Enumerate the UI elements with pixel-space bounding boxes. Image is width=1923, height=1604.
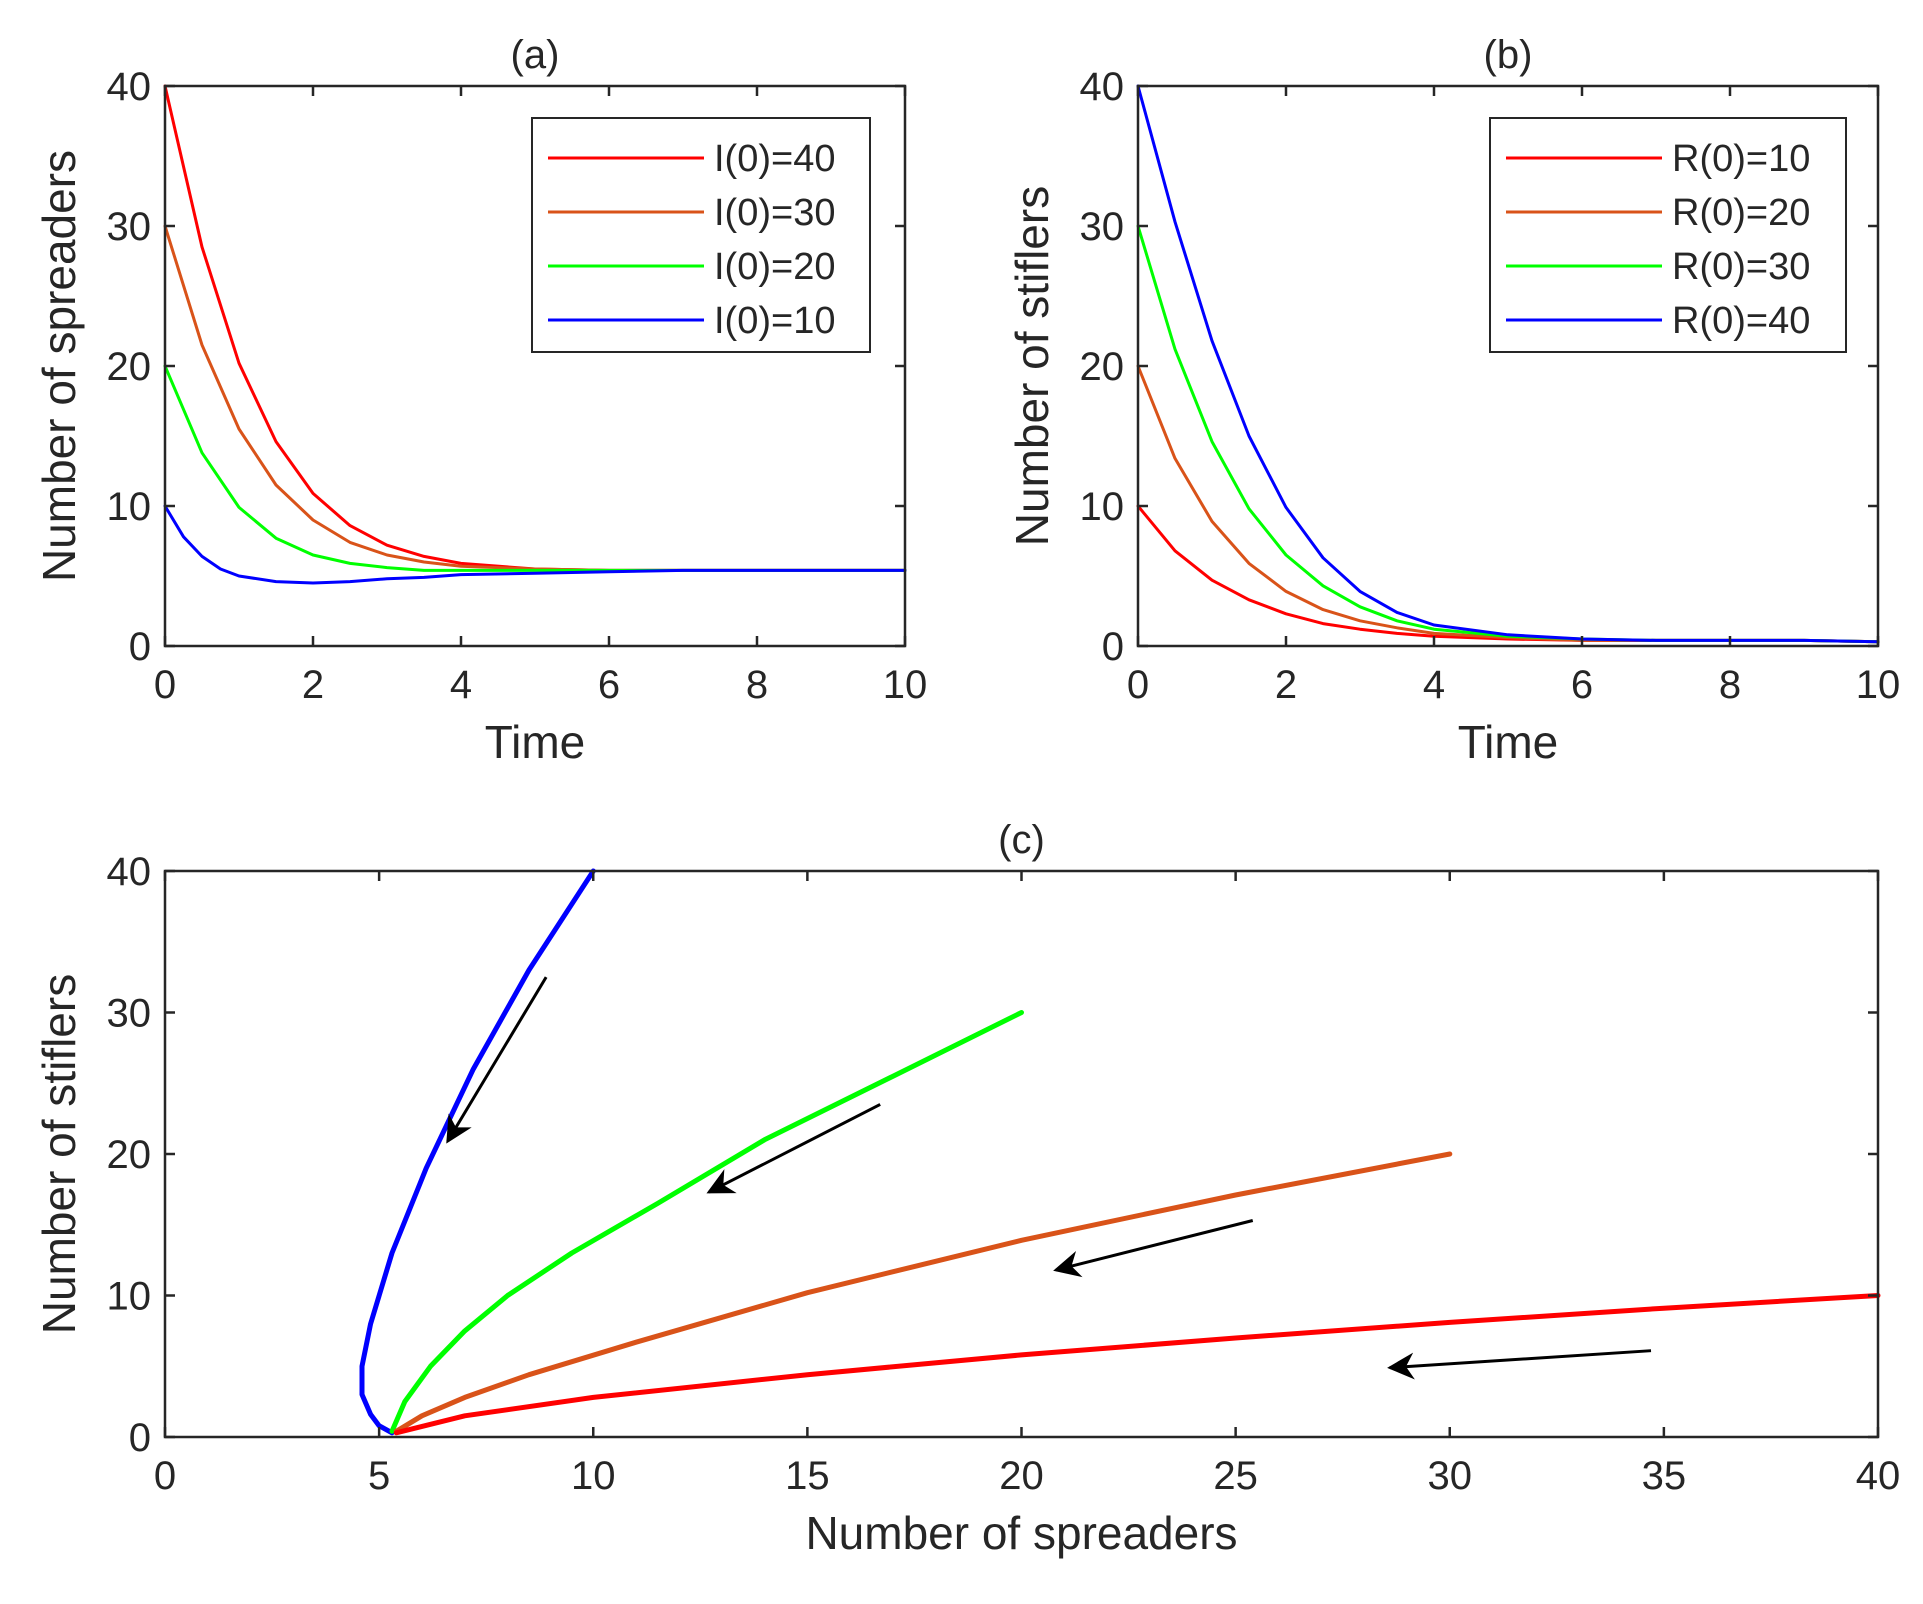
legend-entry-label: I(0)=40 (714, 138, 835, 180)
x-axis-label-a: Time (485, 716, 586, 768)
x-tick-label: 0 (154, 663, 176, 707)
y-tick-label: 0 (129, 625, 151, 669)
x-tick-label: 8 (746, 663, 768, 707)
direction-arrow-1 (706, 1103, 881, 1194)
series-line-c-0 (359, 868, 596, 1436)
series-line-b-3 (1136, 84, 1880, 644)
series-line-c-3 (393, 1293, 1881, 1436)
x-axis-label-c: Number of spreaders (805, 1507, 1237, 1559)
y-axis-label-b: Number of stiflers (1006, 186, 1058, 546)
y-tick-label: 20 (107, 345, 152, 389)
direction-arrow-0 (446, 976, 548, 1144)
x-tick-label: 0 (154, 1454, 176, 1498)
legend-entry-label: R(0)=10 (1672, 138, 1810, 180)
series-line-a-3 (163, 504, 907, 585)
series-line-c-2 (393, 1151, 1453, 1434)
y-tick-label: 20 (1080, 345, 1125, 389)
y-tick-label: 30 (107, 205, 152, 249)
panel-title-c: (c) (998, 818, 1045, 862)
x-axis-label-b: Time (1458, 716, 1559, 768)
y-tick-label: 30 (107, 992, 152, 1036)
series-line-b-0 (1136, 504, 1880, 644)
legend-entry-label: R(0)=30 (1672, 246, 1810, 288)
x-tick-label: 5 (368, 1454, 390, 1498)
x-tick-label: 4 (1423, 663, 1445, 707)
y-tick-label: 10 (107, 1275, 152, 1319)
x-tick-label: 4 (450, 663, 472, 707)
direction-arrow-2 (1053, 1219, 1254, 1278)
panel-title-a: (a) (511, 33, 560, 77)
legend-entry-label: R(0)=20 (1672, 192, 1810, 234)
panel-c: (c) 0 5 10 15 20 25 30 35 40 0 10 20 30 40 Number of sp… (33, 818, 1900, 1559)
legend-b: R(0)=10 R(0)=20 R(0)=30 R(0)=40 (1489, 117, 1847, 353)
x-tick-label: 2 (1275, 663, 1297, 707)
legend-a: I(0)=40 I(0)=30 I(0)=20 I(0)=10 (531, 117, 871, 353)
x-tick-label: 6 (1571, 663, 1593, 707)
x-tick-label: 30 (1428, 1454, 1473, 1498)
y-tick-label: 40 (1080, 65, 1125, 109)
y-tick-label: 0 (1102, 625, 1124, 669)
x-tick-label: 10 (1856, 663, 1901, 707)
y-tick-label: 30 (1080, 205, 1125, 249)
panel-title-b: (b) (1484, 33, 1533, 77)
x-tick-label: 6 (598, 663, 620, 707)
x-tick-label: 20 (999, 1454, 1044, 1498)
y-axis-label-a: Number of spreaders (33, 150, 85, 582)
y-tick-label: 20 (107, 1133, 152, 1177)
legend-entry-label: I(0)=10 (714, 300, 835, 342)
x-tick-label: 10 (571, 1454, 616, 1498)
y-tick-label: 10 (107, 485, 152, 529)
x-tick-label: 2 (302, 663, 324, 707)
panel-a: (a) 0 2 4 6 8 10 0 10 20 30 40 Time Number of spreade… (33, 33, 927, 768)
legend-entry-label: R(0)=40 (1672, 300, 1810, 342)
x-tick-label: 40 (1856, 1454, 1901, 1498)
x-tick-label: 0 (1127, 663, 1149, 707)
x-tick-label: 25 (1213, 1454, 1258, 1498)
y-tick-label: 40 (107, 850, 152, 894)
direction-arrow-3 (1387, 1349, 1652, 1380)
y-tick-label: 40 (107, 65, 152, 109)
series-line-a-2 (163, 364, 907, 572)
x-tick-label: 10 (883, 663, 928, 707)
y-tick-label: 10 (1080, 485, 1125, 529)
legend-entry-label: I(0)=30 (714, 192, 835, 234)
legend-entry-label: I(0)=20 (714, 246, 835, 288)
x-tick-label: 15 (785, 1454, 830, 1498)
x-tick-label: 8 (1719, 663, 1741, 707)
y-tick-label: 0 (129, 1416, 151, 1460)
panel-b: (b) 0 2 4 6 8 10 0 10 20 30 40 Time Number of stifler… (1006, 33, 1900, 768)
y-axis-label-c: Number of stiflers (33, 974, 85, 1334)
series-line-c-1 (389, 1010, 1024, 1434)
x-tick-label: 35 (1642, 1454, 1687, 1498)
